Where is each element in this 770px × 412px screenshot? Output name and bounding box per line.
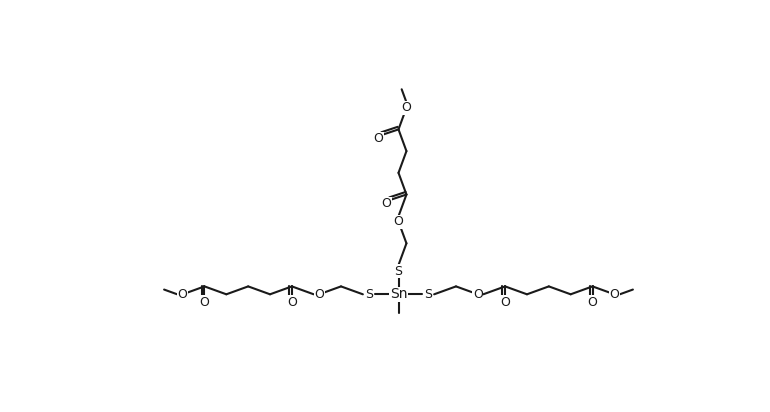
- Text: O: O: [609, 288, 619, 301]
- Text: O: O: [199, 296, 209, 309]
- Text: O: O: [287, 296, 296, 309]
- Text: O: O: [588, 296, 598, 309]
- Text: S: S: [394, 265, 403, 278]
- Text: O: O: [178, 288, 188, 301]
- Text: O: O: [401, 101, 411, 114]
- Text: O: O: [314, 288, 324, 301]
- Text: O: O: [393, 215, 403, 228]
- Text: O: O: [381, 197, 391, 210]
- Text: O: O: [500, 296, 510, 309]
- Text: O: O: [373, 132, 383, 145]
- Text: Sn: Sn: [390, 287, 407, 301]
- Text: S: S: [365, 288, 373, 301]
- Text: O: O: [473, 288, 483, 301]
- Text: S: S: [424, 288, 432, 301]
